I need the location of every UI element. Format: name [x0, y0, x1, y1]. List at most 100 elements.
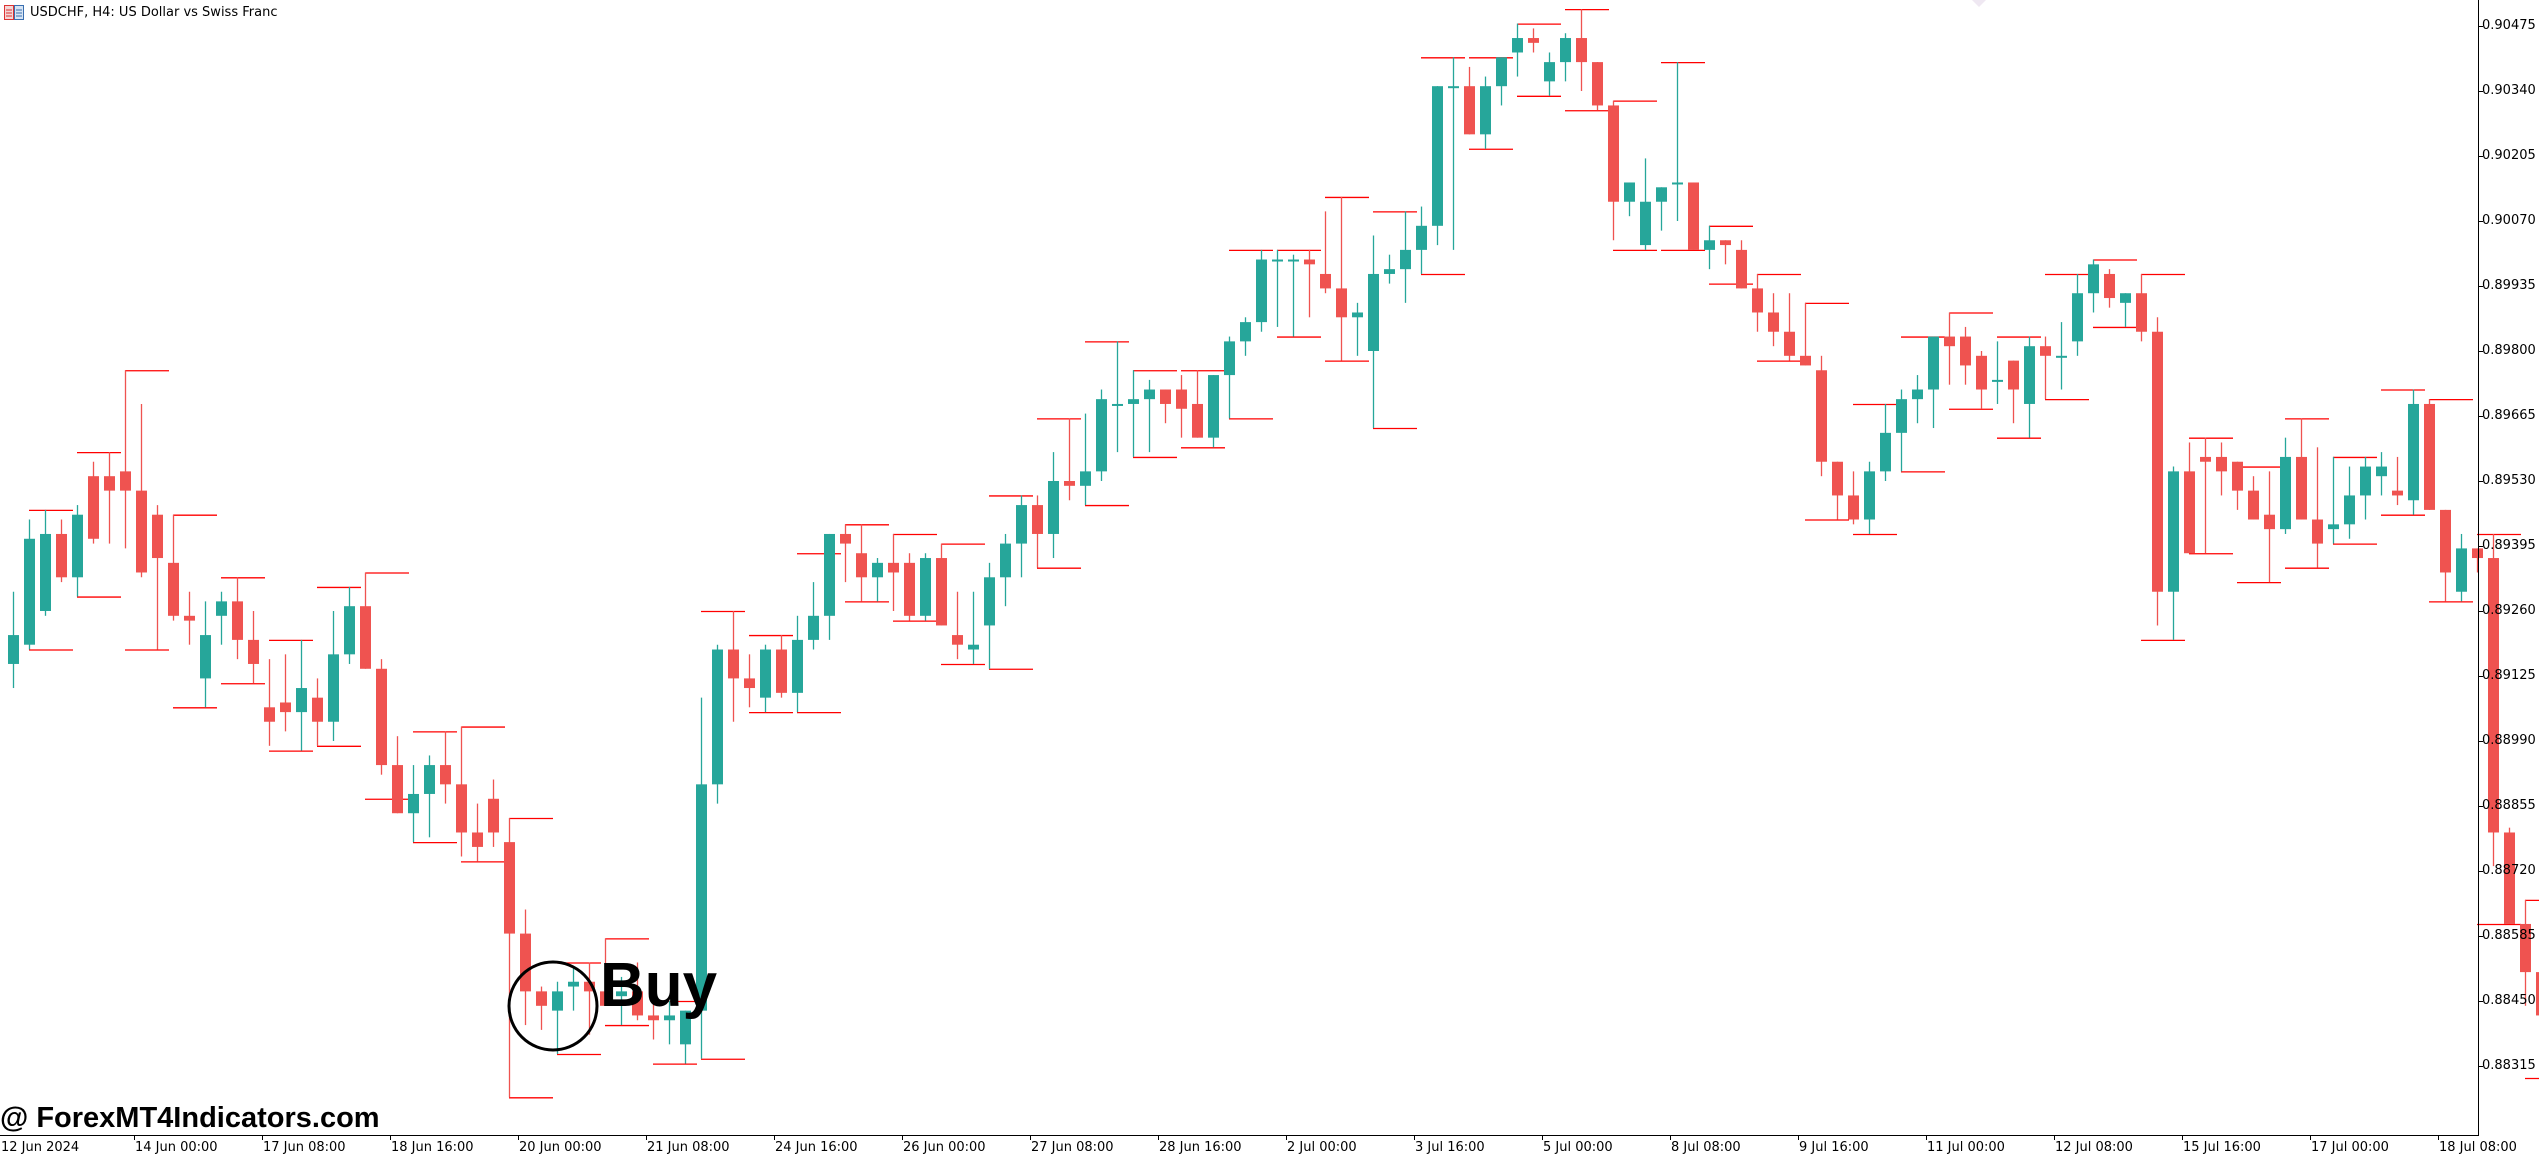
candle	[1032, 495, 1043, 568]
candle	[2120, 293, 2131, 327]
candle	[1640, 158, 1651, 250]
candle	[280, 654, 291, 732]
candle	[488, 779, 499, 847]
candle	[312, 678, 323, 746]
candle	[712, 644, 723, 804]
candle	[1080, 413, 1091, 506]
candle	[1592, 62, 1603, 111]
watermark: @ ForexMT4Indicators.com	[0, 1102, 380, 1134]
candle	[984, 562, 995, 669]
time-tick-label: 12 Jul 08:00	[2055, 1140, 2133, 1155]
candle	[968, 591, 979, 664]
candle	[1816, 355, 1827, 477]
time-tick-label: 12 Jun 2024	[1, 1140, 80, 1155]
candle	[648, 1001, 659, 1040]
candle	[136, 403, 147, 578]
chart-title: USDCHF, H4: US Dollar vs Swiss Franc	[4, 5, 277, 20]
price-tick-label: 0.89395	[2482, 538, 2536, 553]
price-tick-label: 0.88315	[2482, 1058, 2536, 1073]
candle	[72, 505, 83, 597]
candle	[1480, 76, 1491, 149]
candle	[1336, 196, 1347, 361]
candle	[1544, 52, 1555, 96]
chart-shift-marker-icon[interactable]	[1972, 0, 1986, 7]
candle	[776, 635, 787, 698]
price-tick-label: 0.88990	[2482, 733, 2536, 748]
candle	[1224, 336, 1235, 419]
candle	[1784, 293, 1795, 361]
candle	[1064, 418, 1075, 501]
candle	[1416, 206, 1427, 274]
candle	[1768, 293, 1779, 347]
candle	[2104, 269, 2115, 308]
candle	[344, 586, 355, 664]
time-tick-label: 28 Jun 16:00	[1159, 1140, 1242, 1155]
candle	[2008, 360, 2019, 424]
candle	[1704, 225, 1715, 270]
candle	[600, 938, 611, 1006]
candle	[1896, 389, 1907, 472]
price-tick-label: 0.89665	[2482, 408, 2536, 423]
candle	[2424, 399, 2435, 510]
candle	[1976, 351, 1987, 409]
candle	[936, 543, 947, 626]
time-tick-label: 14 Jun 00:00	[135, 1140, 218, 1155]
price-tick-label: 0.88450	[2482, 993, 2536, 1008]
candle	[1000, 533, 1011, 607]
time-tick-label: 24 Jun 16:00	[775, 1140, 858, 1155]
chart-window-icon	[4, 5, 24, 20]
candle	[1464, 66, 1475, 135]
candle	[1848, 471, 1859, 525]
candle	[1624, 182, 1635, 217]
candle	[1832, 461, 1843, 520]
candle	[2488, 533, 2499, 867]
candle	[680, 1010, 691, 1064]
candle	[152, 505, 163, 650]
buy-signal-label: Buy	[600, 951, 718, 1020]
time-tick-label: 18 Jul 08:00	[2439, 1140, 2517, 1155]
candle	[2200, 437, 2211, 554]
candle	[2168, 466, 2179, 640]
candle	[1112, 341, 1123, 453]
time-tick-label: 11 Jul 00:00	[1927, 1140, 2005, 1155]
candle	[200, 601, 211, 708]
time-tick-label: 26 Jun 00:00	[903, 1140, 986, 1155]
candle	[1096, 389, 1107, 481]
candle	[2232, 461, 2243, 510]
candle	[728, 611, 739, 722]
chart-title-text: USDCHF, H4: US Dollar vs Swiss Franc	[30, 5, 278, 20]
candle	[552, 981, 563, 1054]
candle	[1656, 187, 1667, 231]
candle	[1144, 379, 1155, 453]
candle	[632, 962, 643, 1021]
candle	[1256, 249, 1267, 332]
candle	[456, 726, 467, 857]
candle	[536, 986, 547, 1030]
candle	[1560, 33, 1571, 82]
candle	[1992, 341, 2003, 404]
time-tick-label: 5 Jul 00:00	[1543, 1140, 1613, 1155]
candle	[1576, 9, 1587, 91]
candle	[1672, 62, 1683, 221]
candle	[1528, 28, 1539, 53]
candle	[472, 803, 483, 862]
candle	[296, 639, 307, 751]
candle	[904, 553, 915, 621]
candle	[1016, 495, 1027, 578]
candle	[2520, 899, 2531, 1006]
candle	[1192, 370, 1203, 438]
candle	[792, 615, 803, 713]
candle	[2344, 466, 2355, 539]
price-tick-label: 0.89260	[2482, 603, 2536, 618]
candle	[1160, 389, 1171, 424]
price-tick-label: 0.88720	[2482, 863, 2536, 878]
candle	[744, 654, 755, 708]
time-tick-label: 9 Jul 16:00	[1799, 1140, 1869, 1155]
time-tick-label: 20 Jun 00:00	[519, 1140, 602, 1155]
price-tick-label: 0.90340	[2482, 83, 2536, 98]
candle	[1128, 370, 1139, 457]
time-tick-label: 2 Jul 00:00	[1287, 1140, 1357, 1155]
candle	[1928, 336, 1939, 429]
price-tick-label: 0.89800	[2482, 343, 2536, 358]
